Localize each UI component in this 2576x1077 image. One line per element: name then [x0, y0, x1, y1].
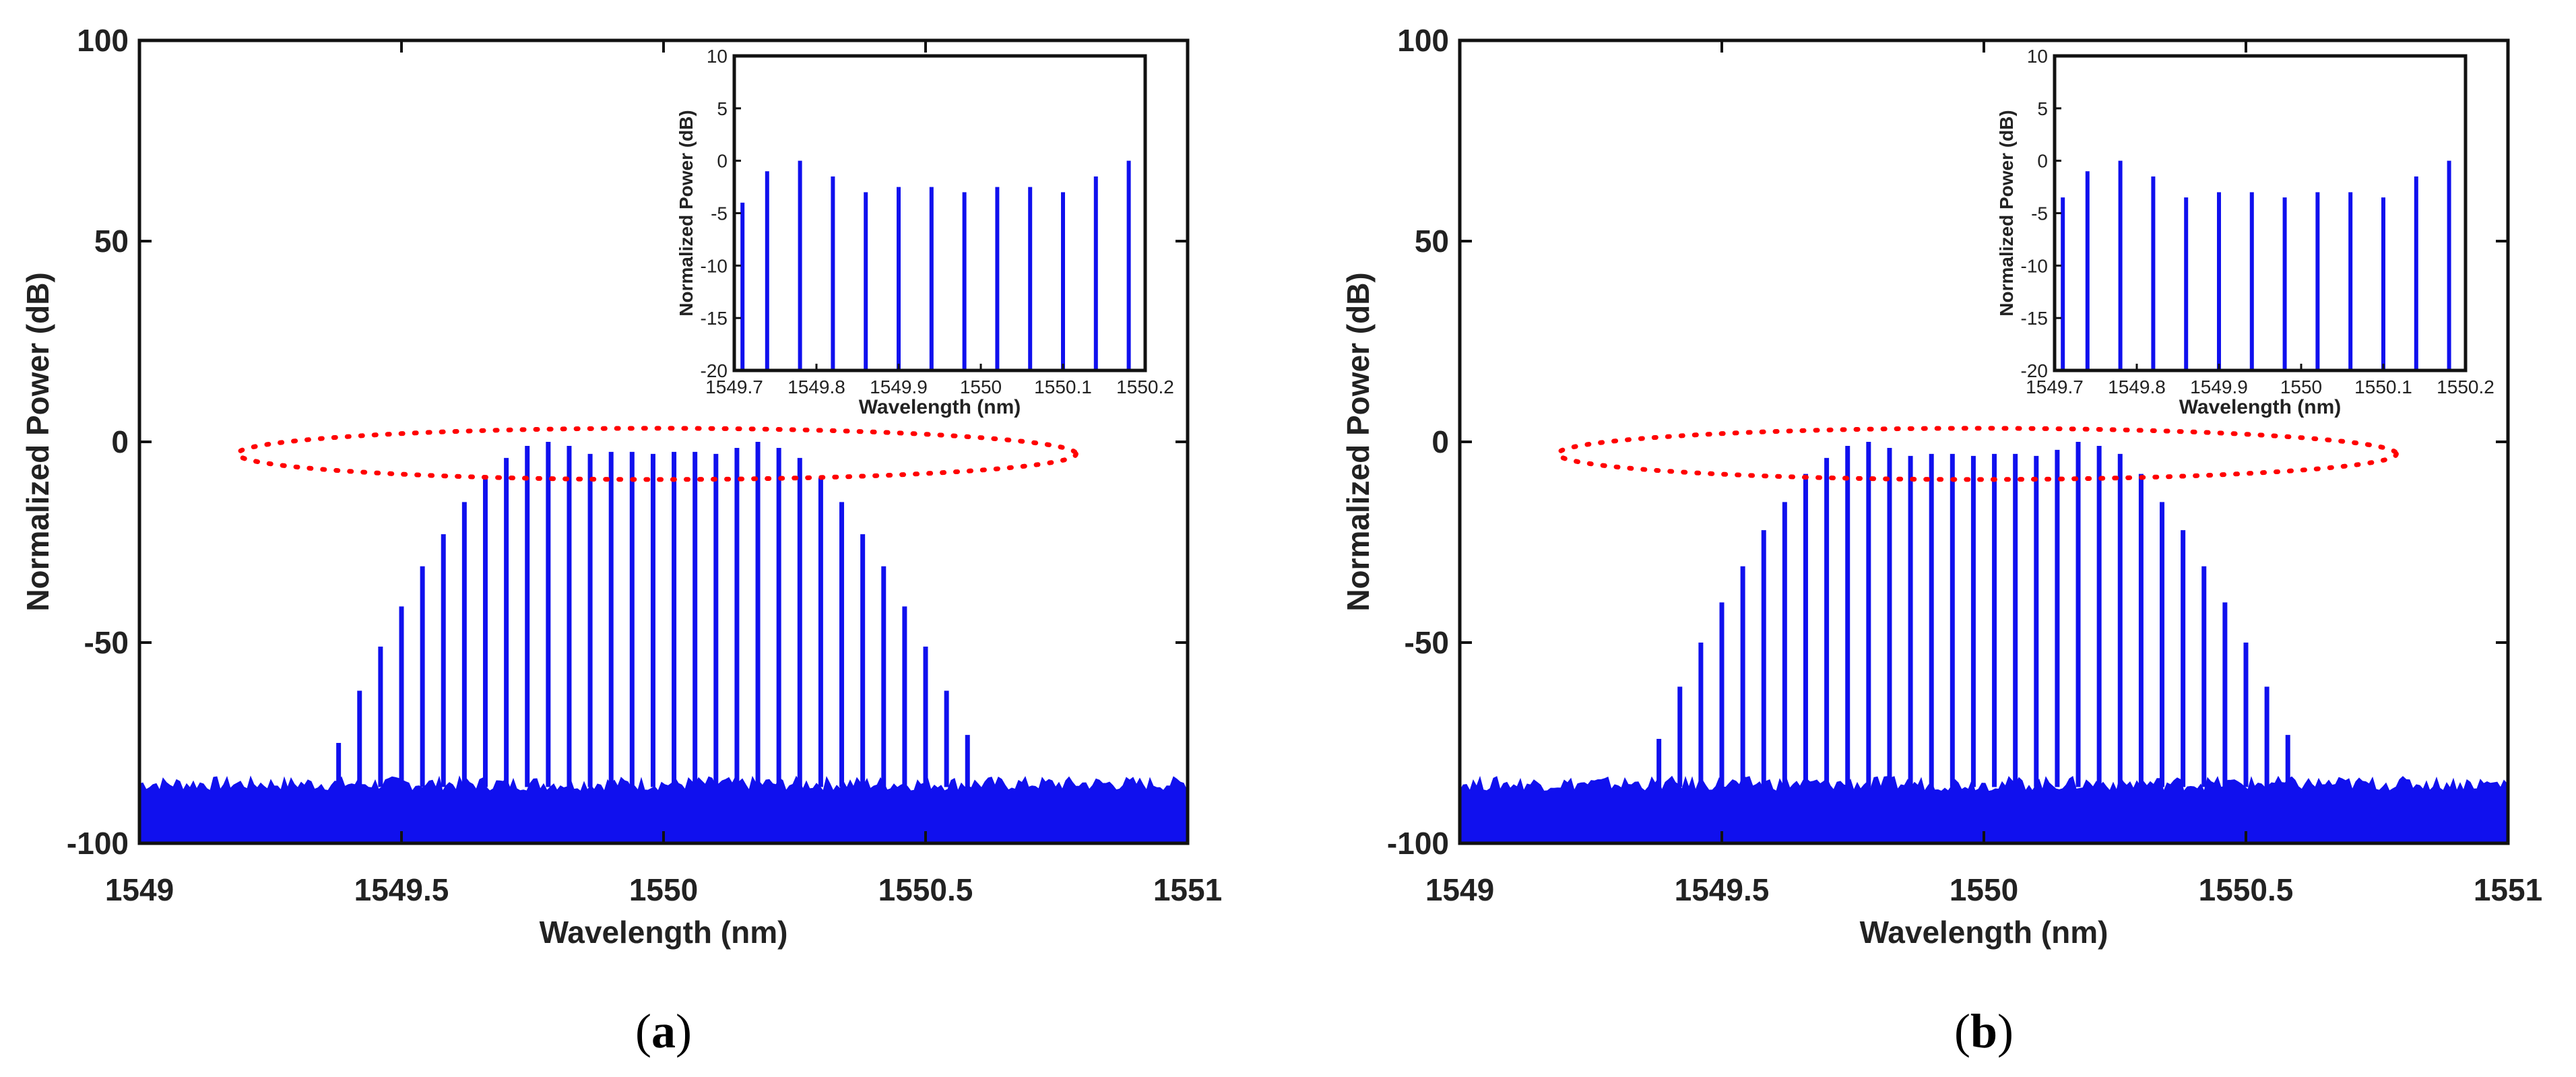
caption-paren-close: ) — [676, 1004, 692, 1058]
inset-y-tick-label: -15 — [701, 308, 728, 329]
inset-x-tick-label: 1549.9 — [2190, 377, 2248, 397]
inset-y-tick-label: 5 — [2037, 98, 2048, 119]
inset-x-tick-label: 1550 — [960, 377, 1002, 397]
inset-y-tick-label: 0 — [717, 151, 728, 172]
inset-x-tick-label: 1549.8 — [787, 377, 845, 397]
panel-b: 1549 1549.5 1550 1550.5 1551-100-50050100Wav… — [1341, 23, 2542, 1058]
inset-y-tick-label: -15 — [2021, 308, 2048, 329]
panel-caption: (b) — [1954, 1004, 2014, 1058]
inset-y-tick-label: -5 — [711, 203, 728, 224]
inset-y-tick-label: -20 — [701, 360, 728, 381]
panel-a: 1549 1549.5 1550 1550.5 1551-100-50050100Wav… — [20, 23, 1222, 1058]
y-tick-label: 100 — [77, 23, 129, 58]
y-tick-label: -50 — [1405, 625, 1449, 660]
y-tick-label: -100 — [67, 826, 129, 861]
inset-y-tick-label: 5 — [717, 98, 728, 119]
y-tick-label: 50 — [1415, 224, 1449, 259]
y-tick-label: 50 — [94, 224, 129, 259]
y-axis-label: Normalized Power (dB) — [1341, 272, 1376, 612]
x-tick-label: 1551 — [1153, 872, 1222, 907]
y-tick-label: -50 — [84, 625, 129, 660]
inset-y-tick-label: -5 — [2031, 203, 2048, 224]
inset-x-tick-label: 1549.7 — [705, 377, 763, 397]
inset-x-tick-label: 1550 — [2280, 377, 2322, 397]
x-axis-label: Wavelength (nm) — [540, 915, 788, 950]
x-tick-label: 1550.5 — [2199, 872, 2294, 907]
y-axis-label: Normalized Power (dB) — [20, 272, 55, 612]
inset-background — [2055, 56, 2466, 370]
y-tick-label: 0 — [111, 424, 129, 459]
inset-y-tick-label: -10 — [701, 255, 728, 276]
y-tick-label: 100 — [1397, 23, 1449, 58]
inset-x-axis-label: Wavelength (nm) — [2179, 396, 2342, 418]
x-tick-label: 1549.5 — [354, 872, 449, 907]
inset-x-tick-label: 1550.2 — [1116, 377, 1174, 397]
inset-y-tick-label: -20 — [2021, 360, 2048, 381]
x-tick-label: 1550 — [1950, 872, 2018, 907]
highlight-ellipse — [235, 426, 1078, 482]
caption-letter: a — [651, 1004, 676, 1058]
caption-letter: b — [1970, 1004, 1997, 1058]
inset-x-tick-label: 1550.1 — [1034, 377, 1092, 397]
caption-paren-close: ) — [1997, 1004, 2014, 1058]
caption-paren-open: ( — [1954, 1004, 1970, 1058]
x-axis-label: Wavelength (nm) — [1860, 915, 2108, 950]
inset-y-axis-label: Normalized Power (dB) — [1996, 110, 2017, 316]
y-tick-label: 0 — [1431, 424, 1449, 459]
inset-y-tick-label: 0 — [2037, 151, 2048, 172]
x-tick-label: 1551 — [2474, 872, 2542, 907]
noise-floor — [1459, 775, 2509, 844]
x-tick-label: 1549 — [105, 872, 174, 907]
inset-x-tick-label: 1549.9 — [870, 377, 928, 397]
inset-x-tick-label: 1549.7 — [2026, 377, 2084, 397]
x-tick-label: 1550 — [629, 872, 698, 907]
x-tick-label: 1550.5 — [878, 872, 973, 907]
y-tick-label: -100 — [1387, 826, 1449, 861]
inset-x-tick-label: 1549.8 — [2108, 377, 2166, 397]
noise-floor — [139, 775, 1188, 844]
inset-y-tick-label: 10 — [707, 46, 728, 67]
inset-y-tick-label: 10 — [2027, 46, 2048, 67]
panel-caption: (a) — [635, 1004, 692, 1058]
inset-y-tick-label: -10 — [2021, 255, 2048, 276]
caption-paren-open: ( — [635, 1004, 651, 1058]
highlight-ellipse — [1555, 426, 2399, 482]
inset-y-axis-label: Normalized Power (dB) — [676, 110, 697, 316]
x-tick-label: 1549 — [1425, 872, 1494, 907]
inset-background — [734, 56, 1145, 370]
inset-x-tick-label: 1550.2 — [2437, 377, 2494, 397]
inset-x-tick-label: 1550.1 — [2354, 377, 2412, 397]
x-tick-label: 1549.5 — [1675, 872, 1770, 907]
inset-x-axis-label: Wavelength (nm) — [859, 396, 1021, 418]
